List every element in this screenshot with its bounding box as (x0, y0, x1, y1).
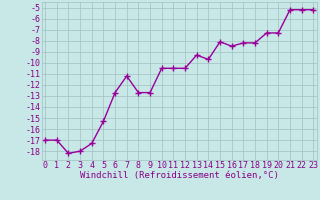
X-axis label: Windchill (Refroidissement éolien,°C): Windchill (Refroidissement éolien,°C) (80, 171, 279, 180)
